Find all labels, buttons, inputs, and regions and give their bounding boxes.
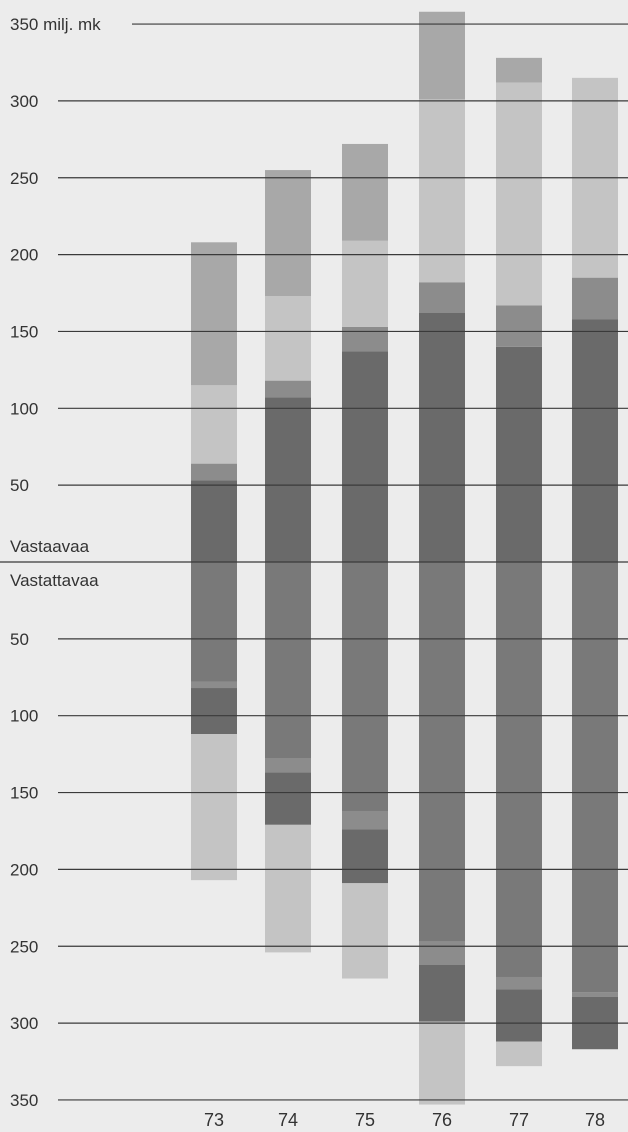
- bar-lower-76-seg3: [419, 964, 465, 1022]
- x-tick-label-76: 76: [432, 1110, 452, 1130]
- bar-upper-76-seg2: [419, 282, 465, 314]
- y-tick-label-lower-3: 150: [10, 784, 38, 803]
- vastattavaa-label: Vastattavaa: [10, 571, 99, 590]
- y-tick-label-upper-6: 100: [10, 399, 38, 418]
- bar-lower-74-seg2: [265, 758, 311, 773]
- bar-upper-77-seg4: [496, 57, 542, 83]
- x-tick-label-74: 74: [278, 1110, 298, 1130]
- bar-lower-78-seg1: [572, 562, 618, 993]
- y-tick-label-upper-1: 350 milj. mk: [10, 15, 101, 34]
- bar-lower-74-seg4: [265, 824, 311, 953]
- bar-upper-73-seg2: [191, 463, 237, 481]
- bar-upper-75-seg3: [342, 240, 388, 327]
- y-tick-label-lower-4: 200: [10, 860, 38, 879]
- bar-lower-74-seg3: [265, 772, 311, 825]
- bar-upper-77-seg2: [496, 305, 542, 347]
- bar-upper-76-seg3: [419, 99, 465, 283]
- bar-lower-75-seg3: [342, 829, 388, 884]
- y-tick-label-upper-3: 250: [10, 169, 38, 188]
- bar-lower-73-seg3: [191, 688, 237, 735]
- vastaavaa-label: Vastaavaa: [10, 537, 90, 556]
- x-tick-label-77: 77: [509, 1110, 529, 1130]
- y-tick-label-upper-2: 300: [10, 92, 38, 111]
- bar-lower-77-seg2: [496, 976, 542, 990]
- bar-upper-76-seg4: [419, 11, 465, 100]
- bar-upper-74-seg4: [265, 170, 311, 297]
- bar-upper-73-seg3: [191, 385, 237, 464]
- y-tick-label-upper-5: 150: [10, 322, 38, 341]
- x-tick-label-75: 75: [355, 1110, 375, 1130]
- bar-lower-76-seg2: [419, 941, 465, 965]
- bar-upper-74-seg1: [265, 397, 311, 562]
- y-tick-label-upper-7: 50: [10, 476, 29, 495]
- bar-upper-78-seg1: [572, 319, 618, 562]
- bar-lower-78-seg2: [572, 992, 618, 997]
- bar-lower-73-seg1: [191, 562, 237, 682]
- bar-upper-77-seg1: [496, 346, 542, 562]
- bars-group: [191, 11, 618, 1105]
- bar-upper-73-seg4: [191, 242, 237, 386]
- bar-upper-74-seg2: [265, 380, 311, 398]
- bar-lower-75-seg2: [342, 810, 388, 830]
- bar-lower-76-seg1: [419, 562, 465, 942]
- bar-lower-73-seg4: [191, 734, 237, 881]
- bar-lower-77-seg3: [496, 989, 542, 1042]
- bar-upper-73-seg1: [191, 480, 237, 562]
- y-tick-label-lower-2: 100: [10, 707, 38, 726]
- bar-lower-77-seg1: [496, 562, 542, 977]
- labels-group: Vastaavaa Vastattavaa: [10, 537, 99, 590]
- bar-upper-76-seg1: [419, 313, 465, 562]
- grid-group: 73 74 75 76 77 78 350 milj. mk 300 250 200 150 100 5…: [0, 15, 628, 1130]
- y-tick-label-lower-1: 50: [10, 630, 29, 649]
- bar-upper-75-seg2: [342, 326, 388, 352]
- y-tick-label-lower-7: 350: [10, 1091, 38, 1110]
- y-tick-label-lower-6: 300: [10, 1014, 38, 1033]
- bar-lower-75-seg1: [342, 562, 388, 811]
- bar-upper-75-seg1: [342, 351, 388, 562]
- bar-upper-77-seg3: [496, 82, 542, 306]
- bar-upper-78-seg2: [572, 277, 618, 320]
- bar-lower-74-seg1: [265, 562, 311, 759]
- bar-lower-75-seg4: [342, 883, 388, 979]
- bar-lower-73-seg2: [191, 681, 237, 689]
- bar-lower-77-seg4: [496, 1041, 542, 1067]
- bar-upper-74-seg3: [265, 296, 311, 381]
- x-tick-label-73: 73: [204, 1110, 224, 1130]
- y-tick-label-lower-5: 250: [10, 937, 38, 956]
- y-tick-label-upper-4: 200: [10, 246, 38, 265]
- x-tick-label-78: 78: [585, 1110, 605, 1130]
- bar-upper-75-seg4: [342, 143, 388, 241]
- bar-lower-76-seg4: [419, 1021, 465, 1105]
